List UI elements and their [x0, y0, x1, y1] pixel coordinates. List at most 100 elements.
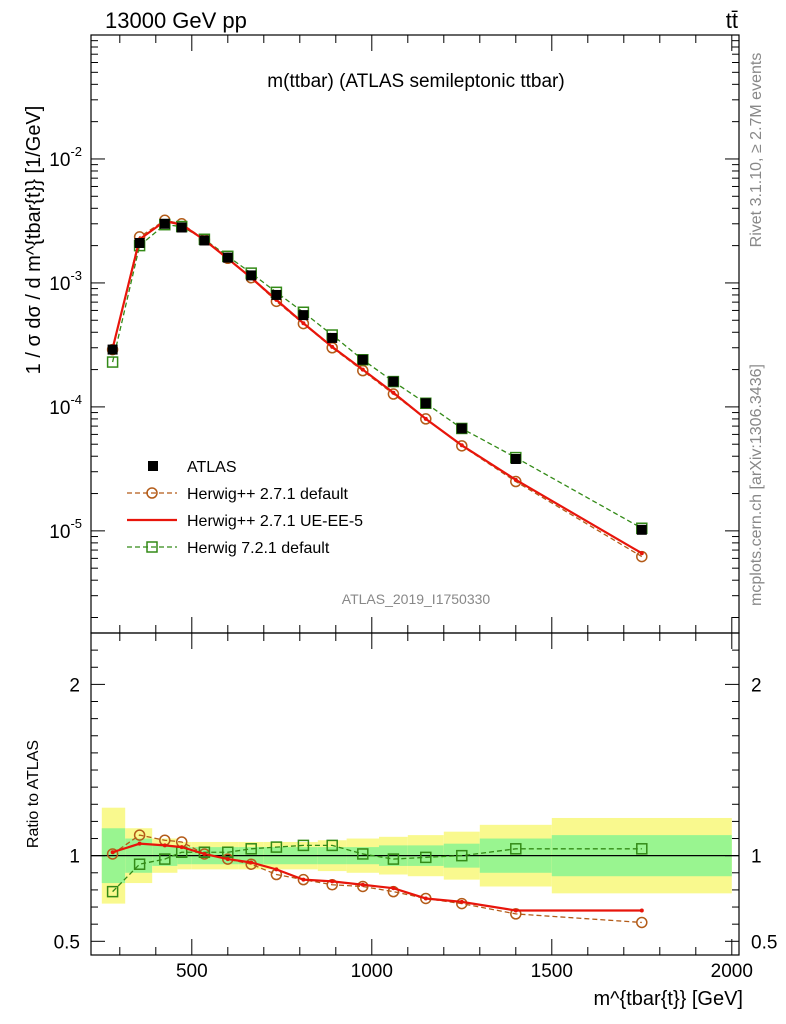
main-panel: m(ttbar) (ATLAS semileptonic ttbar) ATLA… [23, 34, 740, 634]
ratio-point-herwig-7-2-1-default [297, 839, 310, 852]
ratio-point-herwig-7-2-1-default [133, 858, 146, 870]
legend-entry-atlas: ATLAS [148, 459, 237, 476]
series-line-herwig-7-2-1-default [111, 224, 643, 529]
ratio-point-herwig-2-7-1-ue-ee-5 [249, 860, 254, 865]
ratio-point-herwig-2-7-1-ue-ee-5 [110, 850, 115, 855]
ratio-line-herwig-7-2-1-default [112, 844, 642, 893]
data-point-atlas [420, 398, 431, 409]
x-tick-label: 1000 [351, 961, 393, 982]
legend-label-atlas: ATLAS [187, 459, 237, 476]
main-plot-title: m(ttbar) (ATLAS semileptonic ttbar) [267, 71, 564, 92]
x-tick-label: 500 [176, 961, 208, 982]
data-point-herwig-2-7-1-default [357, 364, 369, 377]
x-tick-label: 2000 [711, 961, 753, 982]
data-point-atlas [246, 270, 257, 281]
ratio-y-axis-label: Ratio to ATLAS [25, 740, 42, 848]
ratio-point-herwig-2-7-1-ue-ee-5 [360, 882, 365, 887]
legend: ATLAS Herwig++ 2.7.1 default Herwig++ 2.7.… [127, 459, 363, 557]
data-point-atlas [159, 218, 170, 229]
data-point-herwig-2-7-1-ue-ee-5 [513, 477, 518, 482]
data-point-herwig-2-7-1-default [420, 413, 432, 425]
data-point-herwig-2-7-1-ue-ee-5 [391, 390, 396, 395]
ratio-point-herwig-7-2-1-default [106, 885, 119, 898]
x-axis-label: m^{tbar{t}} [GeV] [594, 988, 743, 1010]
data-point-herwig-2-7-1-ue-ee-5 [459, 443, 464, 448]
mcplots-reference-text: mcplots.cern.ch [arXiv:1306.3436] [748, 364, 765, 606]
data-point-atlas [388, 376, 399, 387]
data-point-atlas [199, 235, 210, 246]
ratio-point-herwig-7-2-1-default [159, 853, 171, 865]
ratio-y-tick-label-right: 2 [751, 675, 762, 696]
series-line-herwig-2-7-1-ue-ee-5 [111, 219, 643, 555]
process-label: tt̄ [726, 8, 738, 33]
ratio-point-herwig-7-2-1-default [456, 849, 468, 862]
ratio-point-herwig-2-7-1-ue-ee-5 [225, 857, 230, 862]
legend-symbol-herwig-7-2-1-default [146, 541, 158, 553]
ratio-point-herwig-2-7-1-ue-ee-5 [162, 843, 167, 848]
ratio-point-herwig-7-2-1-default [357, 848, 369, 860]
data-point-herwig-2-7-1-ue-ee-5 [301, 321, 306, 326]
ratio-y-tick-label: 2 [69, 675, 80, 696]
data-point-atlas [107, 344, 118, 355]
ratio-point-herwig-2-7-1-default [636, 916, 648, 929]
ratio-point-herwig-2-7-1-ue-ee-5 [391, 886, 396, 891]
data-point-herwig-2-7-1-ue-ee-5 [639, 551, 644, 556]
data-point-herwig-2-7-1-default [456, 440, 468, 452]
ratio-y-tick-label-right: 0.5 [751, 932, 777, 953]
legend-symbol-atlas [148, 461, 158, 471]
data-point-herwig-2-7-1-ue-ee-5 [360, 367, 365, 372]
data-point-atlas [298, 310, 309, 321]
ratio-panel-frame [90, 632, 740, 956]
main-y-tick-label: 10-2 [49, 144, 82, 171]
ratio-point-herwig-7-2-1-default [270, 841, 283, 853]
ratio-point-herwig-2-7-1-ue-ee-5 [274, 867, 279, 872]
data-point-atlas [271, 289, 282, 300]
ratio-point-herwig-2-7-1-default [106, 848, 119, 860]
ratio-point-herwig-7-2-1-default [326, 839, 338, 852]
ratio-point-herwig-7-2-1-default [245, 843, 257, 855]
ratio-point-herwig-7-2-1-default [510, 843, 522, 855]
ratio-y-tick-label: 1 [69, 847, 80, 868]
ratio-point-herwig-2-7-1-ue-ee-5 [179, 845, 184, 850]
main-y-tick-label: 10-5 [49, 516, 82, 543]
main-y-axis-label: 1 / σ dσ / d m^{tbar{t}} [1/GeV] [23, 106, 45, 375]
analysis-watermark: ATLAS_2019_I1750330 [342, 591, 491, 607]
main-y-tick-label: 10-3 [49, 268, 82, 295]
ratio-point-herwig-2-7-1-ue-ee-5 [202, 851, 207, 856]
rivet-version-text: Rivet 3.1.10, ≥ 2.7M events [748, 53, 765, 248]
legend-entry-herwig-2-7-1-ue-ee-5: Herwig++ 2.7.1 UE-EE-5 [127, 513, 363, 530]
ratio-point-herwig-2-7-1-ue-ee-5 [137, 841, 142, 846]
data-point-atlas [327, 332, 338, 343]
data-point-atlas [510, 453, 521, 464]
ratio-point-herwig-2-7-1-ue-ee-5 [459, 899, 464, 904]
data-point-atlas [636, 524, 647, 535]
ratio-point-herwig-2-7-1-ue-ee-5 [301, 877, 306, 882]
legend-symbol-herwig-2-7-1-default [146, 487, 158, 499]
x-tick-label: 1500 [531, 961, 573, 982]
ratio-point-herwig-7-2-1-default [387, 853, 400, 865]
main-y-tick-label: 10-4 [49, 392, 82, 419]
data-point-herwig-2-7-1-default [387, 388, 400, 400]
legend-label-herwig-2-7-1-ue-ee-5: Herwig++ 2.7.1 UE-EE-5 [187, 513, 363, 530]
ratio-y-tick-label: 0.5 [54, 932, 80, 953]
ratio-point-herwig-7-2-1-default [420, 851, 432, 864]
ratio-line-herwig-2-7-1-ue-ee-5 [112, 842, 642, 912]
data-point-herwig-7-2-1-default [106, 356, 119, 368]
ratio-point-herwig-7-2-1-default [636, 843, 648, 855]
legend-entry-herwig-7-2-1-default: Herwig 7.2.1 default [127, 540, 330, 557]
data-point-atlas [222, 252, 233, 263]
collision-info: 13000 GeV pp [105, 8, 247, 33]
ratio-point-herwig-2-7-1-ue-ee-5 [330, 879, 335, 884]
ratio-y-tick-label-right: 1 [751, 847, 762, 868]
data-point-herwig-2-7-1-ue-ee-5 [330, 344, 335, 349]
data-point-atlas [456, 423, 467, 434]
ratio-point-herwig-2-7-1-ue-ee-5 [639, 908, 644, 913]
legend-entry-herwig-2-7-1-default: Herwig++ 2.7.1 default [127, 486, 349, 503]
ratio-panel: Ratio to ATLAS m^{tbar{t}} [GeV] 0.5 0.5 1… [25, 632, 777, 1010]
ratio-point-herwig-2-7-1-ue-ee-5 [513, 908, 518, 913]
ratio-point-herwig-2-7-1-default [357, 880, 369, 893]
data-point-atlas [134, 237, 145, 248]
data-point-herwig-2-7-1-ue-ee-5 [423, 416, 428, 421]
data-point-atlas [357, 354, 368, 365]
